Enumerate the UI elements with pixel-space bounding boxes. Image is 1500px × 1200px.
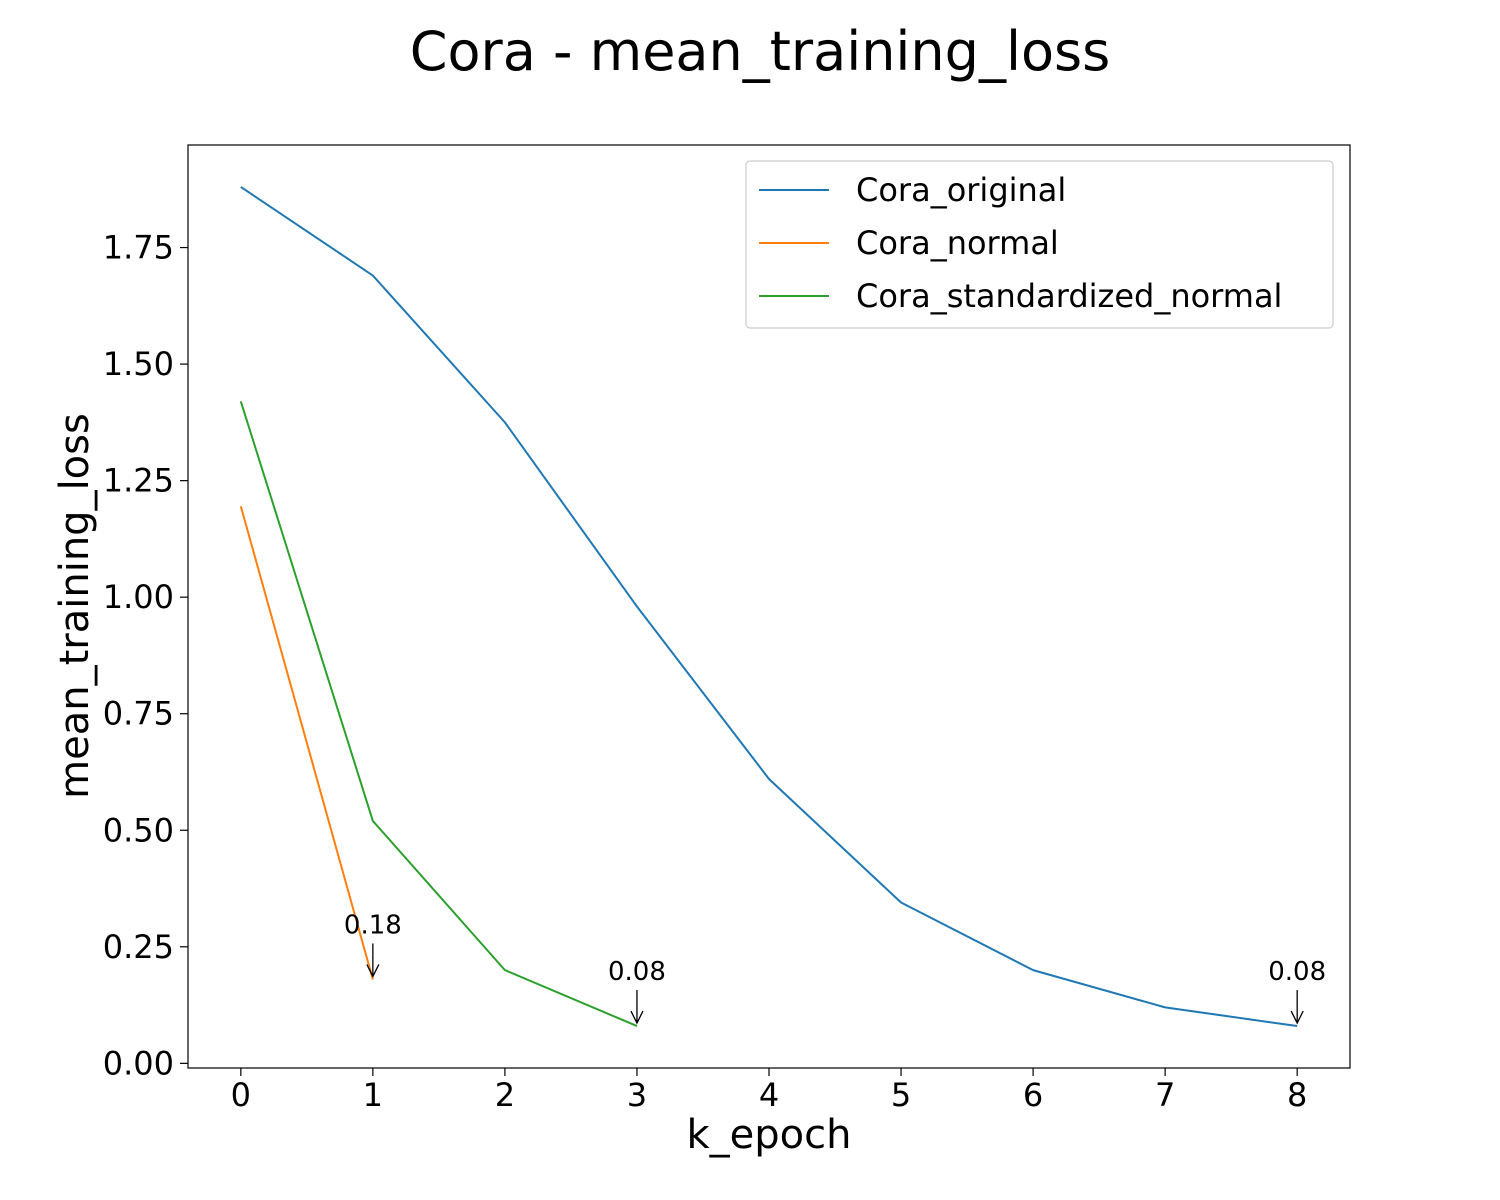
legend-label: Cora_normal [856,224,1059,262]
y-axis-label: mean_training_loss [52,413,98,799]
series-line-cora-original [240,186,1298,1028]
annotation-label: 0.08 [608,957,666,987]
series-line-cora-normal [239,506,374,980]
legend-label: Cora_standardized_normal [856,277,1282,315]
annotation-arrowhead [366,964,380,978]
series-layer [239,186,1298,1028]
y-tick-label: 1.00 [103,578,174,616]
x-axis: 0 1 2 3 4 5 6 7 8 [231,1068,1307,1114]
x-tick-label: 8 [1287,1076,1307,1114]
y-tick-label: 0.25 [103,928,174,966]
y-tick-label: 1.25 [103,462,174,500]
annotation-label: 0.08 [1268,957,1326,987]
series-line-cora-standardized-normal [239,401,638,1027]
y-tick-label: 0.00 [103,1044,174,1082]
x-tick-label: 4 [759,1076,779,1114]
legend-label: Cora_original [856,171,1066,209]
x-tick-label: 7 [1155,1076,1175,1114]
legend: Cora_original Cora_normal Cora_standardize… [745,160,1334,329]
annotations: 0.18 0.08 0.08 [344,910,1326,1025]
x-tick-label: 5 [891,1076,911,1114]
y-axis: 0.00 0.25 0.50 0.75 1.00 1.25 1.50 1.75 [103,229,188,1082]
y-tick-label: 1.75 [103,229,174,267]
x-tick-label: 2 [495,1076,515,1114]
y-tick-label: 1.50 [103,345,174,383]
x-tick-label: 1 [363,1076,383,1114]
annotation-arrowhead [1290,1010,1304,1025]
x-tick-label: 6 [1023,1076,1043,1114]
chart-title: Cora - mean_training_loss [410,20,1111,83]
y-tick-label: 0.75 [103,695,174,733]
legend-box [745,160,1334,329]
x-tick-label: 3 [627,1076,647,1114]
annotation-arrowhead [630,1010,644,1025]
y-tick-label: 0.50 [103,811,174,849]
x-axis-label: k_epoch [687,1112,852,1158]
annotation-label: 0.18 [344,910,402,940]
x-tick-label: 0 [231,1076,251,1114]
